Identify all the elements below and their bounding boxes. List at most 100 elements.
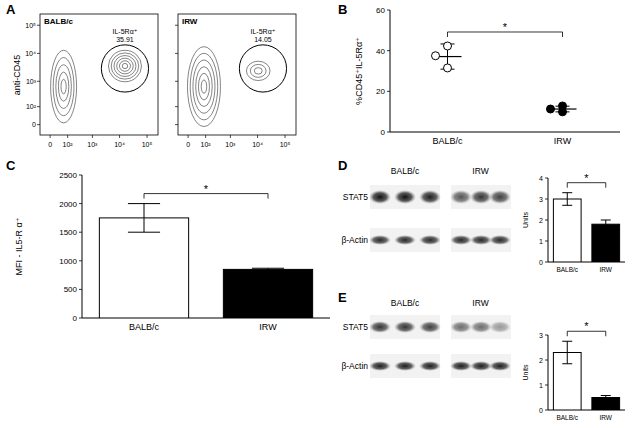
significance: * — [204, 183, 209, 195]
y-tick — [387, 91, 390, 92]
x-tick — [119, 135, 120, 138]
bar — [99, 218, 188, 318]
y-tick — [387, 50, 390, 51]
y-tick — [175, 106, 178, 107]
plot-frame — [40, 14, 158, 135]
blot-strip — [451, 315, 511, 339]
y-tick — [545, 335, 548, 336]
western-blot: DBALB/cIRWSTAT5β-Actin — [338, 158, 511, 252]
x-tick-label: IRW — [599, 266, 612, 273]
contour — [117, 58, 134, 74]
y-tick — [545, 199, 548, 200]
error-bar — [601, 396, 611, 400]
group-label: BALB/c — [391, 166, 420, 176]
band — [394, 190, 416, 204]
blot-strip — [370, 228, 440, 252]
significance: * — [584, 172, 589, 184]
group-label: BALB/c — [391, 298, 420, 308]
blot-strip — [451, 354, 511, 378]
point — [444, 42, 452, 50]
blot-strip — [451, 185, 511, 209]
contour — [53, 58, 74, 116]
background — [0, 0, 640, 428]
figure: Aanti-CD45010²10³10⁴10⁵010²10³10⁴10⁵BALB… — [0, 0, 640, 428]
gate — [239, 45, 286, 92]
y-tick-label: 2 — [539, 217, 543, 224]
band — [489, 235, 511, 245]
plot-title: BALB/c — [44, 17, 73, 26]
panel-label: C — [6, 158, 16, 173]
chart: 0123UnitsBALB/cIRW* — [522, 320, 625, 420]
y-tick — [545, 220, 548, 221]
y-tick — [79, 232, 82, 233]
gate-value: 14.05 — [254, 36, 272, 43]
band — [450, 190, 472, 204]
contour — [108, 50, 141, 81]
y-tick-label: 40 — [376, 47, 385, 56]
band — [450, 321, 472, 333]
x-tick-label: 10⁴ — [114, 141, 125, 148]
band — [419, 190, 441, 204]
y-tick-label: 2500 — [59, 171, 77, 180]
y-tick-label: 2000 — [59, 200, 77, 209]
band — [470, 321, 492, 333]
y-tick — [37, 106, 40, 107]
panel-label: B — [338, 2, 347, 17]
gate — [101, 45, 148, 92]
contour — [111, 53, 139, 79]
y-tick-label: 0 — [32, 121, 36, 128]
panel-label: D — [338, 158, 347, 173]
group-label: IRW — [472, 298, 488, 308]
band — [394, 321, 416, 333]
contour — [58, 72, 68, 101]
error-bar — [601, 220, 611, 228]
gate-value: 35.91 — [116, 36, 134, 43]
y-tick-label: 1 — [539, 382, 543, 389]
x-tick-label: BALB/c — [556, 414, 578, 421]
contour — [119, 61, 130, 71]
x-tick-label: 10² — [201, 141, 212, 148]
band — [489, 190, 511, 204]
band — [450, 361, 472, 371]
blot-strip — [451, 228, 511, 252]
point — [444, 64, 452, 72]
band — [369, 190, 391, 204]
band — [394, 361, 416, 371]
contour — [198, 73, 209, 100]
band — [394, 235, 416, 245]
y-tick-label: 3 — [539, 332, 543, 339]
band — [369, 321, 391, 333]
marks — [432, 42, 577, 116]
row-label: STAT5 — [343, 192, 368, 202]
y-tick — [79, 175, 82, 176]
chart: 01234UnitsBALB/cIRW* — [522, 172, 625, 273]
x-tick-label: BALB/c — [432, 136, 463, 146]
chart: C05001000150020002500MFI - IL5-R α⁺BALB/… — [6, 158, 330, 332]
y-tick — [545, 262, 548, 263]
gate-label: IL-5Rα⁺ — [251, 28, 276, 35]
x-tick-label: 0 — [186, 141, 190, 148]
x-tick — [50, 135, 51, 138]
contour — [201, 80, 207, 93]
bar — [553, 199, 581, 262]
y-tick — [79, 318, 82, 319]
y-tick-label: 1000 — [59, 257, 77, 266]
blot-strip — [370, 185, 440, 209]
x-tick-label: BALB/c — [129, 322, 160, 332]
contour — [190, 53, 218, 120]
y-tick-label: 10⁴ — [25, 50, 36, 57]
flow-plot: 010²10³10⁴10⁵010²10³10⁴10⁵BALB/cIL-5Rα⁺3… — [25, 14, 158, 148]
marks — [553, 193, 619, 262]
flow-plot: 010²10³10⁴10⁵IRWIL-5Rα⁺14.05 — [175, 14, 296, 148]
x-tick-label: 0 — [48, 141, 52, 148]
contour — [246, 61, 270, 80]
contour — [56, 65, 72, 109]
point — [432, 52, 440, 60]
contour — [196, 67, 213, 107]
y-tick — [387, 132, 390, 133]
y-tick — [545, 360, 548, 361]
y-tick — [37, 25, 40, 26]
error-bar — [562, 193, 572, 206]
y-tick-label: 0 — [381, 128, 386, 137]
contour — [187, 47, 220, 127]
